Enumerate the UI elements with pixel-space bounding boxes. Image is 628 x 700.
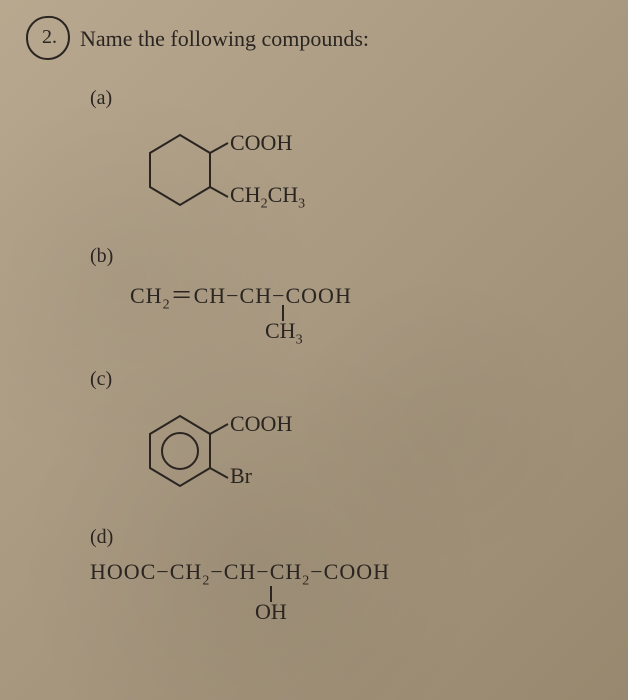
part-a-label: (a) — [90, 87, 598, 110]
structure-c: COOH Br — [130, 401, 598, 511]
substituent-c-top: COOH — [230, 411, 292, 437]
question-prompt: Name the following compounds: — [80, 26, 369, 52]
part-a: (a) COOH CH2CH3 — [90, 87, 598, 230]
substituent-a-bottom: CH2CH3 — [230, 182, 305, 212]
question-number-text: 2. — [42, 26, 57, 49]
part-c-label: (c) — [90, 368, 598, 391]
structure-d: HOOC−CH2−CH−CH2−COOH OH — [90, 559, 598, 634]
formula-b-branch: CH3 — [265, 318, 303, 348]
part-b-label: (b) — [90, 245, 598, 268]
formula-d-main: HOOC−CH2−CH−CH2−COOH — [90, 559, 598, 589]
question-header: 2. Name the following compounds: — [30, 20, 598, 62]
part-d-label: (d) — [90, 526, 598, 549]
page-content: 2. Name the following compounds: (a) COO… — [0, 0, 628, 669]
formula-d-branch: OH — [255, 599, 287, 625]
substituent-c-bottom: Br — [230, 463, 252, 489]
benzene-ring — [140, 406, 230, 506]
part-b: (b) CH2＝CH−CH−COOH CH3 — [90, 245, 598, 353]
part-c: (c) COOH Br — [90, 368, 598, 511]
substituent-a-top: COOH — [230, 130, 292, 156]
structure-b: CH2＝CH−CH−COOH CH3 — [130, 278, 598, 353]
part-d: (d) HOOC−CH2−CH−CH2−COOH OH — [90, 526, 598, 634]
cyclohexane-ring — [140, 125, 230, 225]
question-number-circled: 2. — [30, 20, 72, 62]
structure-a: COOH CH2CH3 — [130, 120, 598, 230]
formula-b-main: CH2＝CH−CH−COOH — [130, 278, 598, 313]
